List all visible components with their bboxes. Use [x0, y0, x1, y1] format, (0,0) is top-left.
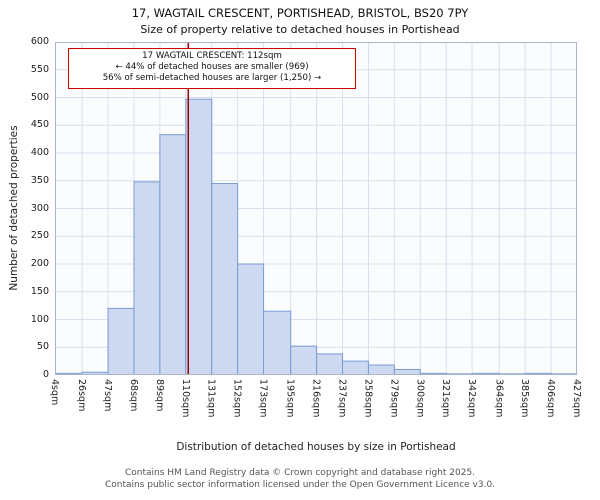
y-tick-label: 350 — [30, 174, 49, 186]
y-tick-label: 500 — [30, 91, 49, 103]
histogram-bar — [237, 263, 265, 375]
y-tick-label: 200 — [30, 258, 49, 269]
x-tick-label: 26sqm — [76, 379, 88, 412]
x-tick-label: 68sqm — [127, 379, 139, 412]
plot-border — [55, 42, 577, 375]
x-tick-label: 110sqm — [179, 379, 191, 418]
histogram-bar — [211, 183, 239, 375]
x-tick-label: 4sqm — [49, 379, 60, 406]
y-tick-label: 100 — [30, 313, 49, 325]
y-tick-label: 50 — [36, 341, 49, 353]
x-tick-label: 195sqm — [284, 379, 296, 418]
x-tick-label: 47sqm — [102, 379, 114, 412]
annotation-line-1: 17 WAGTAIL CRESCENT: 112sqm — [142, 51, 282, 61]
y-tick-label: 0 — [42, 369, 49, 380]
histogram-bar — [263, 310, 292, 375]
x-tick-label: 406sqm — [545, 379, 557, 418]
y-tick-label: 250 — [30, 230, 49, 242]
x-tick-label: 152sqm — [231, 379, 243, 418]
y-tick-label: 550 — [30, 63, 49, 75]
y-tick-label: 400 — [30, 147, 49, 158]
x-tick-label: 89sqm — [153, 379, 165, 412]
x-tick-label: 279sqm — [388, 379, 400, 418]
x-tick-label: 131sqm — [205, 379, 217, 418]
x-tick-label: 258sqm — [362, 379, 374, 418]
y-tick-label: 300 — [30, 202, 49, 214]
x-tick-label: 427sqm — [571, 379, 582, 418]
histogram-bar — [367, 364, 395, 375]
x-tick-label: 385sqm — [519, 379, 531, 418]
property-annotation-box: 17 WAGTAIL CRESCENT: 112sqm ← 44% of det… — [68, 48, 356, 89]
histogram-bar — [185, 98, 213, 375]
histogram-bar — [290, 345, 318, 375]
y-tick-label: 150 — [30, 285, 49, 297]
plot-area — [55, 42, 577, 375]
footer-attribution-line-1: Contains HM Land Registry data © Crown c… — [124, 468, 476, 478]
histogram-bar — [107, 307, 135, 375]
histogram-bar — [159, 134, 187, 375]
x-tick-label: 300sqm — [414, 379, 426, 418]
annotation-line-2: ← 44% of detached houses are smaller (96… — [115, 62, 309, 73]
chart-title: 17, WAGTAIL CRESCENT, PORTISHEAD, BRISTO… — [131, 6, 469, 20]
histogram-bar — [133, 181, 161, 375]
histogram-bar — [316, 353, 344, 375]
histogram-bar — [342, 360, 369, 375]
chart-subtitle: Size of property relative to detached ho… — [140, 23, 460, 36]
x-axis-label: Distribution of detached houses by size … — [176, 441, 456, 453]
x-tick-label: 342sqm — [466, 379, 478, 418]
y-tick-label: 450 — [30, 119, 49, 131]
x-tick-label: 216sqm — [310, 379, 322, 418]
y-tick-label: 600 — [30, 36, 49, 47]
annotation-line-3: 56% of semi-detached houses are larger (… — [102, 73, 322, 84]
footer-attribution-line-2: Contains public sector information licen… — [104, 480, 496, 490]
x-tick-label: 173sqm — [257, 379, 269, 418]
histogram-bar — [393, 368, 421, 375]
x-tick-label: 321sqm — [440, 379, 452, 418]
x-tick-label: 364sqm — [493, 379, 505, 418]
x-tick-label: 237sqm — [336, 379, 348, 418]
